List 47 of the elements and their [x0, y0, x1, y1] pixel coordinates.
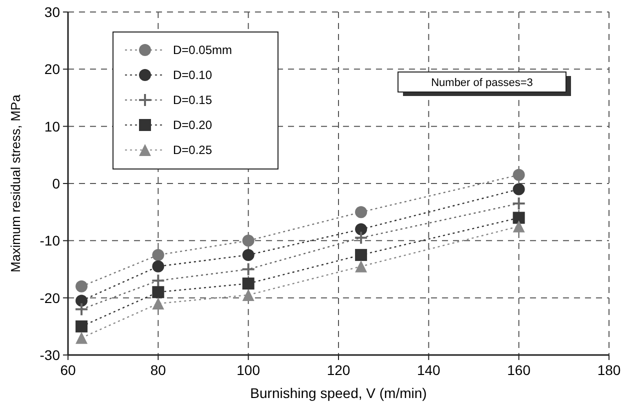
annotation: Number of passes=3 [431, 77, 533, 89]
point [512, 212, 525, 224]
legend-label: D=0.05mm [173, 43, 232, 57]
legend-label: D=0.10 [173, 68, 212, 82]
point [242, 248, 254, 261]
point [76, 280, 88, 292]
legend-label: D=0.20 [173, 118, 212, 132]
point [242, 288, 254, 301]
point [241, 262, 256, 276]
point [355, 223, 368, 236]
point [355, 248, 368, 261]
point [242, 278, 254, 290]
point [152, 260, 164, 272]
x-axis-title: Burnishing speed, V (m/min) [250, 385, 427, 401]
point [151, 274, 166, 288]
point [512, 196, 526, 211]
legend-label: D=0.25 [173, 143, 212, 157]
legend-label: D=0.15 [173, 93, 212, 107]
y-tick-label: 30 [44, 4, 60, 20]
point [354, 230, 368, 245]
point [242, 234, 254, 247]
point [152, 248, 164, 261]
y-tick-label: -20 [40, 290, 60, 306]
x-tick-label: 120 [326, 362, 350, 378]
x-tick-label: 80 [150, 362, 166, 378]
point [355, 206, 368, 218]
x-tick-label: 140 [416, 362, 441, 378]
y-tick-label: -10 [40, 232, 60, 249]
x-tick-label: 60 [60, 362, 76, 378]
y-tick-label: 0 [52, 176, 60, 192]
point [512, 183, 525, 196]
point [512, 220, 525, 232]
point [355, 260, 368, 272]
y-axis-title: Maximum residual stress, MPa [8, 94, 23, 272]
point [74, 302, 89, 316]
y-tick-label: 10 [44, 118, 60, 134]
x-tick-label: 100 [236, 362, 260, 378]
y-tick-label: -30 [40, 347, 60, 363]
x-tick-label: 160 [507, 362, 531, 378]
x-tick-label: 180 [597, 362, 621, 378]
point [76, 294, 88, 307]
y-tick-label: 20 [44, 61, 60, 78]
point [152, 286, 164, 298]
point [152, 298, 164, 310]
point [76, 320, 88, 332]
point [76, 332, 88, 344]
point [512, 168, 525, 181]
